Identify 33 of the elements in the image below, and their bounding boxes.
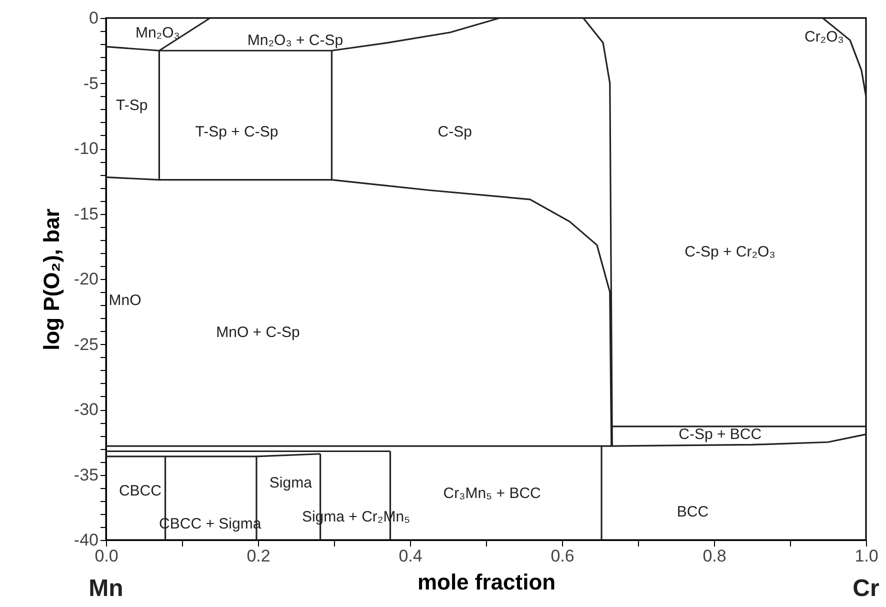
y-tick-label: -20: [74, 270, 98, 288]
y-tick-label: -10: [74, 139, 98, 158]
text: Cr: [852, 575, 880, 602]
y-tick-label: -15: [74, 204, 98, 224]
y-tick-label: -5: [83, 74, 98, 93]
annotation: Cr₃Mn₅ + BCC: [443, 485, 542, 502]
annotation: Mn₂O₃ + C-Sp: [247, 32, 344, 49]
x-tick-label: 0.8: [702, 546, 726, 566]
annotation: BCC: [676, 503, 709, 520]
annotation: T-Sp: [116, 97, 148, 114]
y-tick-label: -30: [74, 400, 98, 419]
y-tick-label: -25: [74, 334, 98, 354]
annotation: C-Sp: [438, 123, 472, 140]
annotation: MnO + C-Sp: [216, 324, 300, 342]
y-tick-label: 0: [89, 8, 98, 28]
x-tick-label: 0.0: [94, 546, 118, 566]
x-axis-title: mole fraction: [417, 570, 556, 594]
x-tick-label: 0.4: [398, 546, 422, 566]
x-tick-label: 0.2: [246, 546, 270, 566]
y-tick-label: -40: [74, 530, 98, 550]
y-axis-title: log P(O₂), bar: [38, 208, 64, 350]
annotation: Sigma: [269, 474, 313, 492]
x-tick-label: 1.0: [854, 546, 878, 566]
x-tick-label: 0.6: [550, 546, 574, 566]
annotation: CBCC: [118, 482, 162, 500]
annotation: T-Sp + C-Sp: [195, 123, 278, 140]
annotation: Mn₂O₃: [135, 24, 180, 42]
text: Mn: [88, 575, 124, 602]
annotation: MnO: [108, 292, 142, 309]
annotation: C-Sp + Cr₂O₃: [684, 243, 776, 260]
y-tick-label: -35: [74, 465, 98, 484]
annotation: Cr₂O₃: [804, 28, 844, 46]
annotation: C-Sp + BCC: [678, 426, 762, 444]
